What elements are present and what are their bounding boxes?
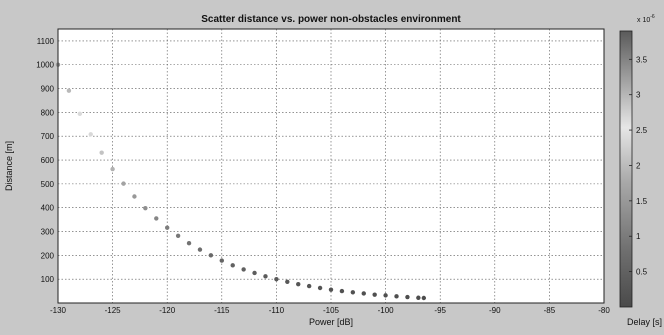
colorbar-tick-label: 0.5: [636, 268, 648, 277]
data-point: [383, 293, 388, 298]
data-point: [416, 295, 421, 300]
y-tick-label: 500: [41, 180, 55, 189]
data-point: [339, 288, 345, 294]
x-tick-label: -110: [269, 306, 285, 315]
colorbar-tick-label: 1.5: [636, 197, 648, 206]
data-point: [328, 287, 334, 292]
data-point: [154, 216, 159, 221]
x-tick-label: -90: [489, 306, 501, 315]
y-tick-label: 1100: [37, 37, 55, 46]
data-point: [175, 233, 181, 239]
data-point: [197, 247, 203, 252]
data-point: [252, 270, 257, 276]
data-point: [110, 166, 115, 172]
colorbar-ticks: 0.5 1 1.5 2 2.5 3 3.5: [629, 55, 648, 277]
data-point: [372, 292, 377, 297]
x-tick-label: -85: [544, 306, 556, 315]
data-point: [361, 291, 366, 296]
data-point: [77, 111, 83, 117]
x-tick-label: -130: [50, 306, 67, 315]
data-point: [421, 295, 427, 301]
x-axis-label: Power [dB]: [309, 317, 353, 327]
colorbar-tick-label: 3.5: [636, 55, 648, 64]
x-tick-label: -120: [159, 306, 176, 315]
x-tick-label: -100: [378, 306, 395, 315]
data-point: [88, 132, 93, 137]
x-tick-label: -105: [323, 306, 340, 315]
data-point: [263, 274, 268, 279]
grid-lines: [58, 29, 604, 303]
data-point: [405, 294, 410, 300]
data-point: [132, 194, 137, 199]
y-tick-label: 200: [41, 251, 55, 260]
data-point: [296, 281, 301, 287]
data-point: [285, 279, 290, 284]
y-tick-label: 800: [41, 108, 55, 117]
data-point: [99, 150, 104, 155]
data-point: [394, 294, 399, 299]
x-axis-ticks: -130 -125 -120 -115 -110 -105 -100 -95 -90 -85 -80: [50, 306, 610, 315]
y-tick-label: 600: [41, 156, 55, 165]
data-point: [143, 205, 148, 211]
y-axis-ticks: 100 200 300 400 500 600 700 800 900 1000 1100: [36, 37, 54, 284]
x-tick-label: -80: [598, 306, 610, 315]
data-point: [274, 276, 279, 282]
y-tick-label: 700: [41, 132, 55, 141]
plot-frame: [57, 28, 605, 304]
colorbar-tick-label: 2: [636, 161, 641, 170]
data-point: [186, 240, 192, 246]
y-tick-label: 100: [41, 275, 55, 284]
data-point: [208, 253, 214, 258]
colorbar-tick-label: 1: [636, 232, 641, 241]
data-point: [306, 283, 312, 289]
colorbar-tick-label: 2.5: [636, 126, 648, 135]
data-point: [241, 267, 246, 272]
colorbar-exponent-label: x 10-6: [637, 14, 655, 24]
data-point: [66, 88, 72, 93]
y-tick-label: 1000: [36, 61, 54, 70]
y-tick-label: 400: [41, 204, 55, 213]
colorbar: [619, 30, 633, 308]
colorbar-label: Delay [s]: [627, 317, 662, 327]
x-tick-label: -115: [214, 306, 230, 315]
scatter-points: [55, 62, 427, 301]
data-point: [165, 225, 170, 230]
x-tick-label: -95: [434, 306, 446, 315]
data-point: [230, 263, 235, 268]
data-point: [121, 181, 126, 186]
y-tick-label: 900: [41, 85, 55, 94]
data-point: [350, 290, 356, 295]
x-tick-label: -125: [105, 306, 122, 315]
y-tick-label: 300: [41, 228, 55, 237]
y-axis-label: Distance [m]: [4, 141, 14, 191]
chart-title: Scatter distance vs. power non-obstacles…: [201, 14, 461, 25]
colorbar-tick-label: 3: [636, 91, 641, 100]
data-point: [317, 285, 323, 291]
data-point: [219, 258, 224, 263]
